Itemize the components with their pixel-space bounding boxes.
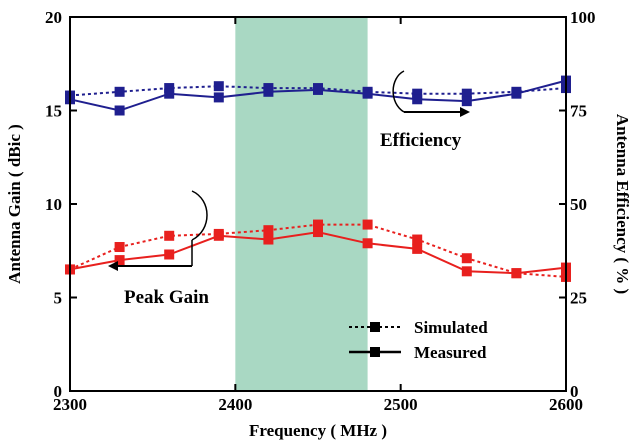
y-right-tick-label: 25: [570, 289, 587, 308]
y-right-tick-label: 0: [570, 382, 579, 401]
point-peak-gain-measured: [362, 238, 373, 249]
point-peak-gain-measured: [511, 268, 522, 279]
point-peak-gain-measured: [114, 255, 125, 266]
legend-measured-label: Measured: [414, 343, 487, 362]
point-efficiency-measured: [263, 86, 274, 97]
legend-measured-marker: [370, 347, 380, 357]
point-efficiency-simulated: [164, 83, 175, 94]
point-efficiency-measured: [213, 92, 224, 103]
point-peak-gain-measured: [461, 266, 472, 277]
y-right-tick-label: 100: [570, 8, 596, 27]
right-axis-label: Antenna Efficiency ( % ): [613, 114, 632, 294]
point-efficiency-simulated: [213, 81, 224, 92]
left-axis-label: Antenna Gain ( dBic ): [5, 124, 24, 284]
y-left-tick-label: 20: [45, 8, 62, 27]
point-peak-gain-simulated: [362, 219, 373, 230]
y-right-tick-label: 50: [570, 195, 587, 214]
y-left-tick-label: 15: [45, 102, 62, 121]
x-tick-label: 2500: [384, 395, 418, 414]
x-axis-label: Frequency ( MHz ): [249, 421, 387, 440]
legend-simulated-label: Simulated: [414, 318, 488, 337]
point-peak-gain-simulated: [461, 253, 472, 264]
point-efficiency-measured: [313, 84, 323, 95]
point-peak-gain-measured: [263, 234, 274, 245]
point-efficiency-measured: [511, 88, 522, 99]
x-tick-label: 2400: [218, 395, 252, 414]
point-efficiency-simulated: [114, 86, 125, 97]
peak-gain-arrowhead: [108, 261, 118, 271]
point-peak-gain-simulated: [114, 242, 125, 253]
y-right-tick-label: 75: [570, 102, 587, 121]
point-peak-gain-measured: [313, 227, 323, 238]
point-peak-gain-measured: [213, 230, 224, 241]
point-peak-gain-simulated: [164, 230, 175, 241]
peak-gain-annotation: Peak Gain: [124, 287, 209, 308]
efficiency-arrowhead: [460, 107, 470, 117]
legend-simulated-marker: [370, 322, 380, 332]
point-efficiency-measured: [114, 105, 125, 116]
shaded-band-layer: [235, 17, 368, 391]
efficiency-bracket: [392, 70, 405, 113]
point-peak-gain-simulated: [263, 225, 274, 236]
peak-gain-bracket: [191, 190, 208, 241]
point-efficiency-measured: [362, 88, 373, 99]
y-left-tick-label: 5: [54, 289, 63, 308]
point-efficiency-measured: [412, 94, 423, 105]
point-peak-gain-simulated: [412, 234, 423, 245]
point-efficiency-simulated: [412, 88, 423, 99]
efficiency-annotation: Efficiency: [380, 130, 462, 151]
shaded-band: [235, 17, 368, 391]
point-peak-gain-measured: [412, 243, 423, 254]
x-tick-label: 2300: [53, 395, 87, 414]
y-left-tick-label: 10: [45, 195, 62, 214]
point-peak-gain-simulated: [313, 219, 323, 230]
point-efficiency-measured: [461, 96, 472, 107]
point-efficiency-measured: [164, 88, 175, 99]
point-efficiency-simulated: [461, 88, 472, 99]
x-tick-label: 2600: [549, 395, 583, 414]
point-peak-gain-measured: [164, 249, 175, 260]
legend: Simulated Measured: [349, 318, 488, 362]
y-left-tick-label: 0: [54, 382, 63, 401]
